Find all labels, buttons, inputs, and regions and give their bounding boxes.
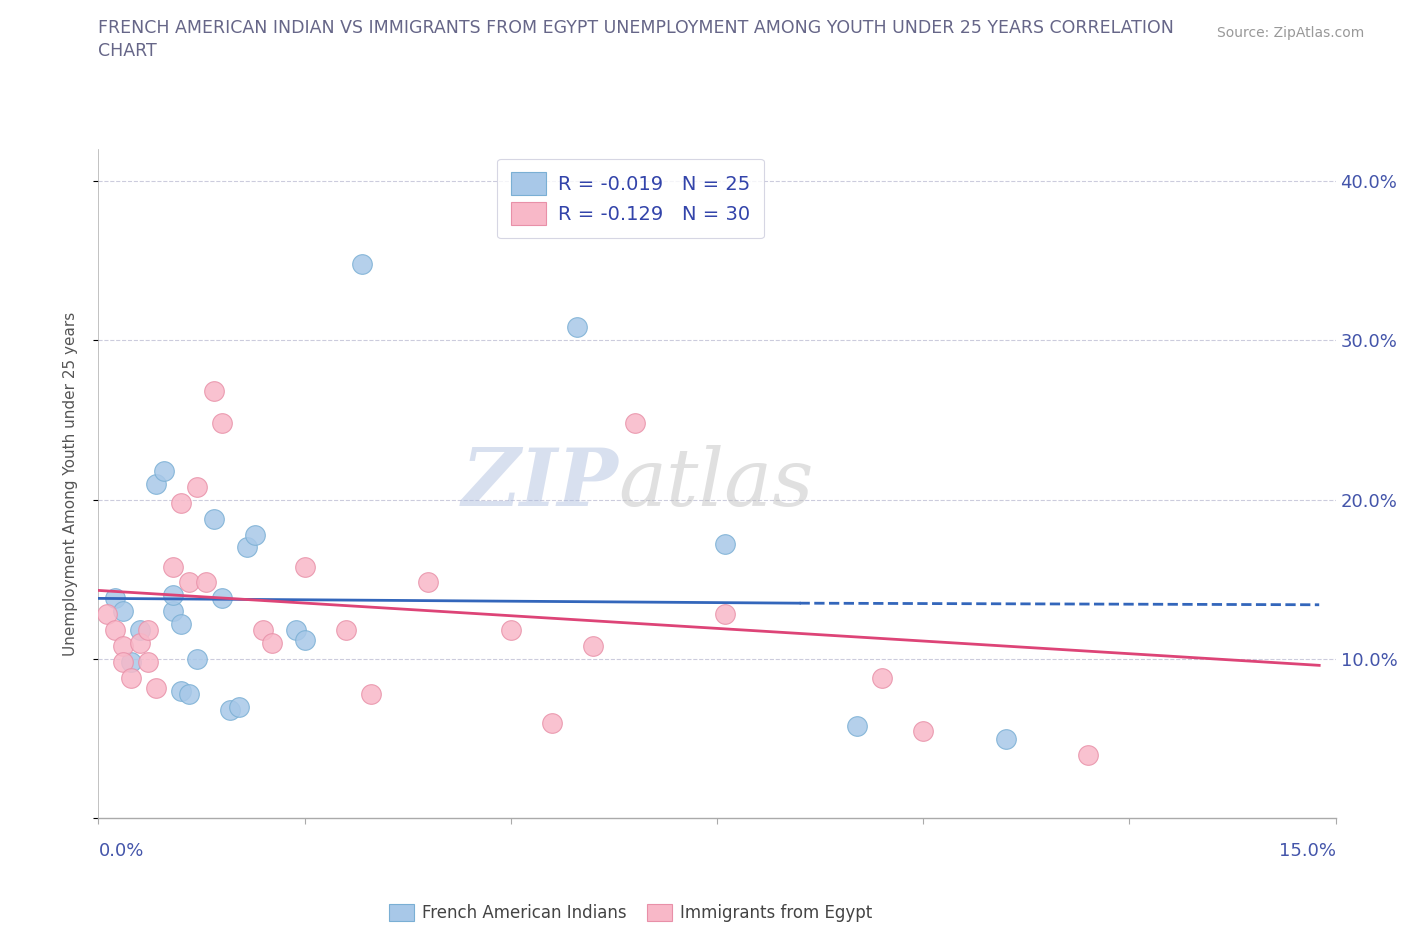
Point	[360, 686, 382, 701]
Point	[136, 623, 159, 638]
Point	[236, 540, 259, 555]
Text: CHART: CHART	[98, 42, 157, 60]
Point	[202, 384, 225, 399]
Point	[541, 715, 564, 730]
Text: 0.0%: 0.0%	[98, 842, 143, 859]
Text: Source: ZipAtlas.com: Source: ZipAtlas.com	[1216, 26, 1364, 40]
Point	[335, 623, 357, 638]
Point	[128, 623, 150, 638]
Point	[260, 635, 283, 650]
Point	[120, 655, 142, 670]
Legend: French American Indians, Immigrants from Egypt: French American Indians, Immigrants from…	[381, 896, 880, 930]
Point	[714, 607, 737, 622]
Point	[228, 699, 250, 714]
Point	[243, 527, 266, 542]
Y-axis label: Unemployment Among Youth under 25 years: Unemployment Among Youth under 25 years	[63, 312, 77, 656]
Point	[352, 256, 374, 271]
Point	[112, 604, 135, 618]
Point	[499, 623, 522, 638]
Point	[211, 591, 233, 605]
Point	[994, 731, 1017, 746]
Point	[194, 575, 217, 590]
Point	[162, 559, 184, 574]
Point	[112, 639, 135, 654]
Point	[623, 416, 645, 431]
Point	[202, 512, 225, 526]
Text: FRENCH AMERICAN INDIAN VS IMMIGRANTS FROM EGYPT UNEMPLOYMENT AMONG YOUTH UNDER 2: FRENCH AMERICAN INDIAN VS IMMIGRANTS FRO…	[98, 19, 1174, 36]
Point	[1077, 747, 1099, 762]
Point	[418, 575, 440, 590]
Point	[145, 476, 167, 491]
Point	[285, 623, 308, 638]
Point	[136, 655, 159, 670]
Point	[186, 479, 208, 494]
Text: 15.0%: 15.0%	[1278, 842, 1336, 859]
Point	[714, 537, 737, 551]
Point	[211, 416, 233, 431]
Point	[145, 680, 167, 695]
Point	[170, 617, 193, 631]
Point	[153, 463, 176, 478]
Point	[582, 639, 605, 654]
Point	[565, 320, 588, 335]
Point	[170, 684, 193, 698]
Point	[870, 671, 893, 685]
Point	[846, 719, 869, 734]
Point	[294, 559, 316, 574]
Point	[104, 623, 127, 638]
Point	[219, 702, 242, 717]
Point	[170, 496, 193, 511]
Point	[128, 635, 150, 650]
Point	[112, 655, 135, 670]
Point	[104, 591, 127, 605]
Point	[294, 632, 316, 647]
Point	[96, 607, 118, 622]
Point	[162, 588, 184, 603]
Point	[179, 686, 201, 701]
Point	[120, 671, 142, 685]
Point	[252, 623, 274, 638]
Point	[186, 652, 208, 667]
Point	[912, 724, 935, 738]
Point	[162, 604, 184, 618]
Point	[179, 575, 201, 590]
Text: atlas: atlas	[619, 445, 814, 523]
Text: ZIP: ZIP	[461, 445, 619, 523]
